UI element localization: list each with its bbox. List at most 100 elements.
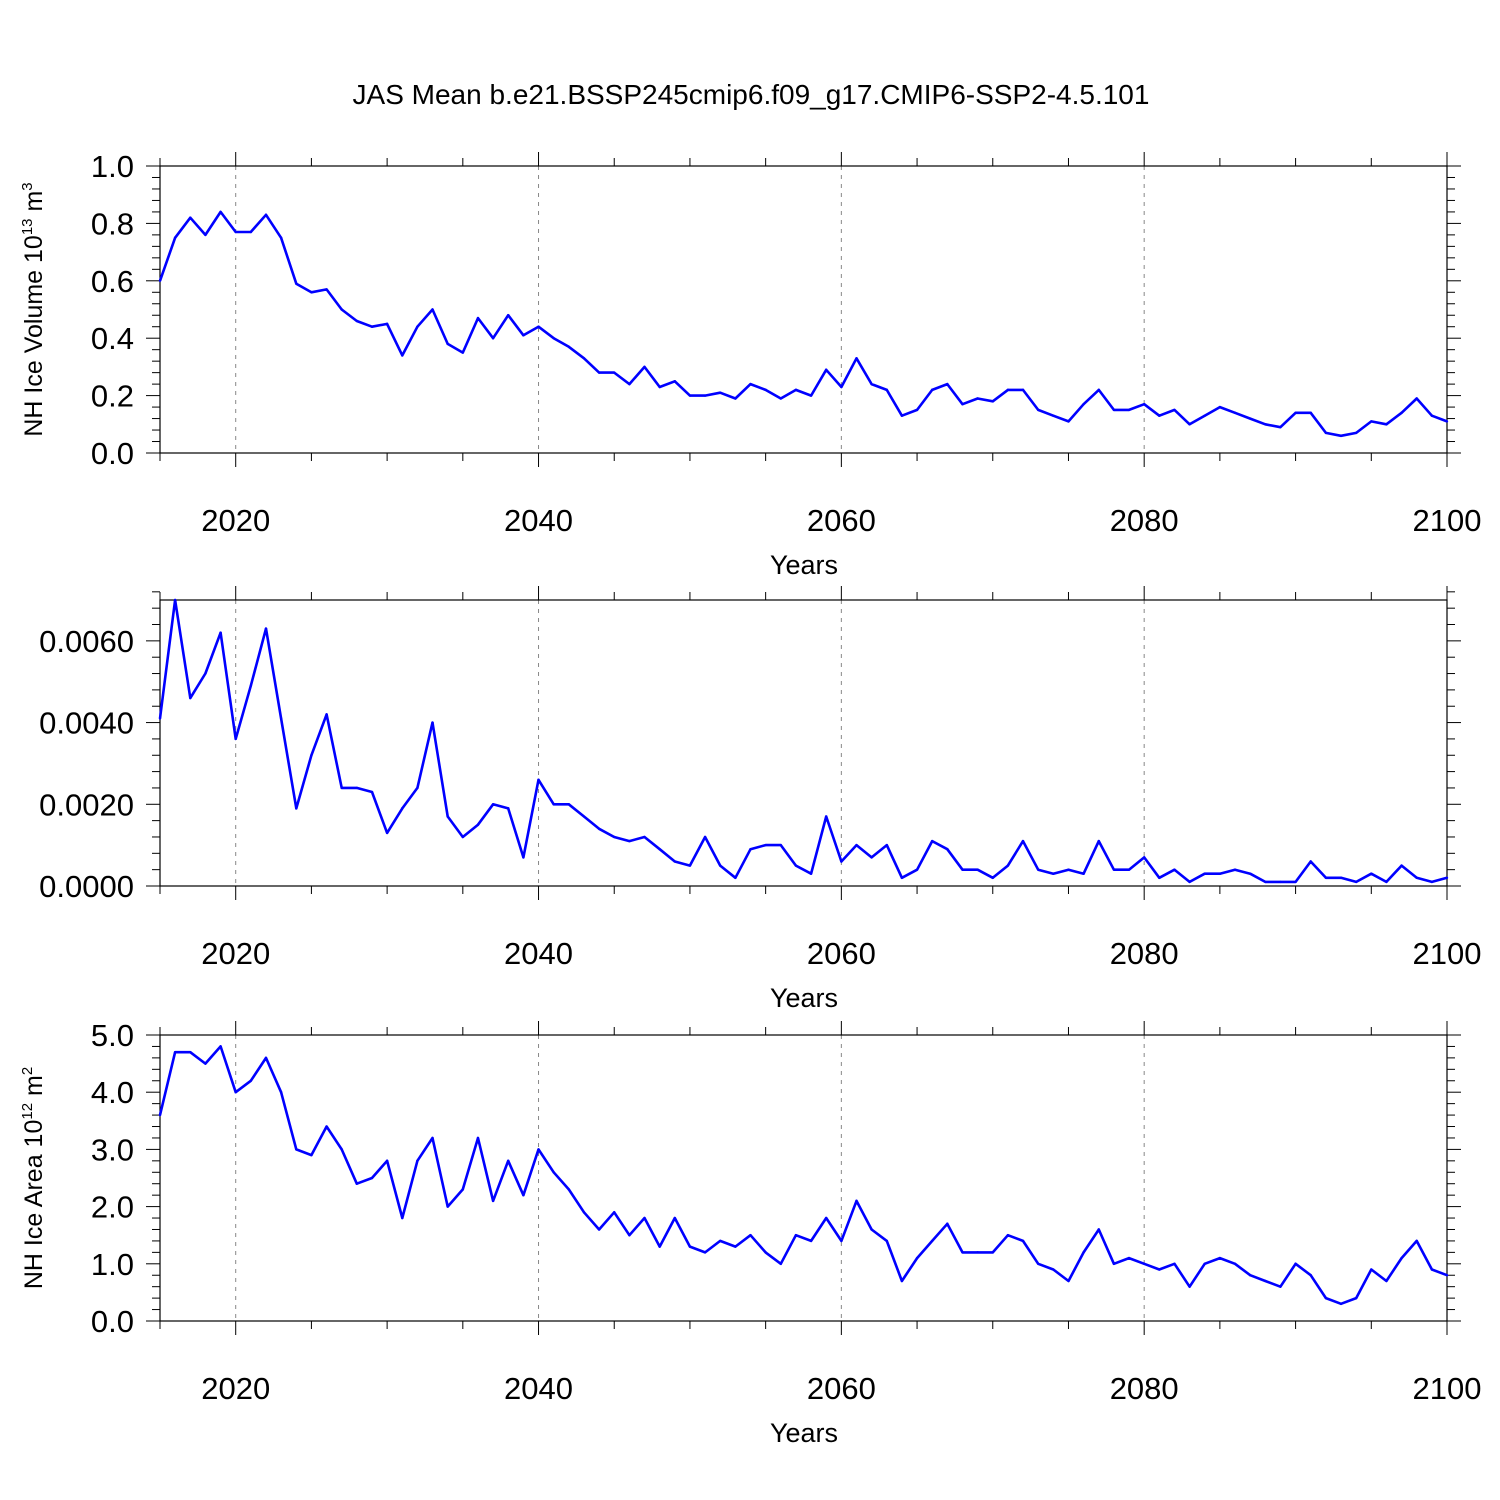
data-point [779,843,782,847]
x-tick-label: 2060 [807,936,876,971]
data-point [688,394,692,397]
data-point [1203,414,1206,417]
data-point [597,1228,601,1231]
data-point [249,684,253,687]
data-point [1127,868,1131,871]
data-point [900,876,904,880]
data-point [961,868,964,871]
data-point [1082,1251,1085,1254]
data-point [173,1050,177,1054]
data-point [1142,403,1146,406]
data-point [1264,423,1267,426]
data-point [1173,868,1176,871]
y-axis-label: NH Ice Area 1012 m2 [19,1067,48,1289]
y-tick-label: 2.0 [91,1190,134,1225]
data-point [370,790,374,794]
data-point [961,1251,964,1254]
y-tick-label: 0.0020 [39,787,134,822]
y-tick-label: 0.0060 [39,624,134,659]
data-point [355,1182,359,1185]
data-point [416,1159,419,1163]
data-point [1082,403,1085,406]
data-point [1158,414,1161,417]
data-point [1370,1268,1373,1271]
data-point [325,713,328,716]
data-point [1400,411,1403,415]
data-point [507,314,510,317]
data-point [1052,1268,1055,1271]
data-point [234,230,237,234]
data-point [1052,414,1055,417]
data-point [1233,1262,1237,1266]
data-point [416,786,419,790]
data-point [1264,880,1267,884]
data-point [749,382,752,386]
chart-title: JAS Mean b.e21.BSSP245cmip6.f09_g17.CMIP… [353,79,1150,110]
y-axis-label-exponent: 13 [19,218,36,235]
data-point [385,1159,389,1163]
data-point [1233,868,1237,871]
y-tick-label: 0.0 [91,1304,134,1339]
data-point [491,337,495,340]
data-point [1309,860,1312,863]
data-point [1430,1268,1434,1271]
x-tick-label: 2020 [201,936,270,971]
data-point [719,391,722,394]
data-point [1067,868,1070,871]
data-point [204,672,207,675]
data-point [507,1159,510,1163]
data-point [189,1050,192,1054]
y-tick-label: 3.0 [91,1132,134,1167]
data-point [1173,1262,1176,1266]
data-point [673,380,676,383]
data-point [522,856,525,859]
data-point [1339,1302,1343,1306]
data-point [1294,411,1297,415]
data-point [991,1251,994,1254]
data-point [628,1234,631,1237]
data-point [1279,425,1282,429]
data-point [537,325,540,328]
data-point [915,868,919,871]
x-tick-label: 2100 [1413,503,1482,538]
data-point [491,803,495,806]
data-point [1354,431,1358,435]
data-point [1445,420,1449,423]
data-point [1112,408,1116,412]
data-point [1385,1279,1388,1283]
data-point [340,786,343,790]
x-tick-label: 2040 [504,503,573,538]
data-point [1430,414,1434,417]
data-point [1097,1228,1100,1231]
data-point [688,864,692,867]
data-point [885,388,888,392]
data-point [552,337,555,340]
data-point [613,1211,616,1214]
data-point [370,1176,374,1180]
data-point [461,351,465,354]
data-point [1036,868,1040,871]
data-point [476,1136,480,1140]
data-point [628,839,631,843]
data-point [1248,417,1252,420]
data-point [1294,1262,1297,1266]
data-point [264,213,268,216]
data-point [219,210,222,214]
data-point [173,236,177,239]
data-point [855,843,858,847]
panel-ice-middle: 2020 2040 2060 2080 2100 Years 0.0000 0.0020 0.0… [39,586,1481,1013]
data-point [734,1245,737,1248]
data-point [1354,880,1358,884]
y-axis-label-unit-exponent: 2 [19,1067,36,1075]
data-point [1400,1256,1403,1260]
data-point [401,354,404,357]
data-point [1067,420,1070,423]
data-point [1006,388,1010,392]
x-tick-label: 2040 [504,1371,573,1406]
data-point [1233,411,1237,415]
y-tick-label: 1.0 [91,1247,134,1282]
data-point [158,1113,162,1117]
data-point [279,717,283,720]
data-point [476,316,480,320]
data-point [613,835,616,839]
